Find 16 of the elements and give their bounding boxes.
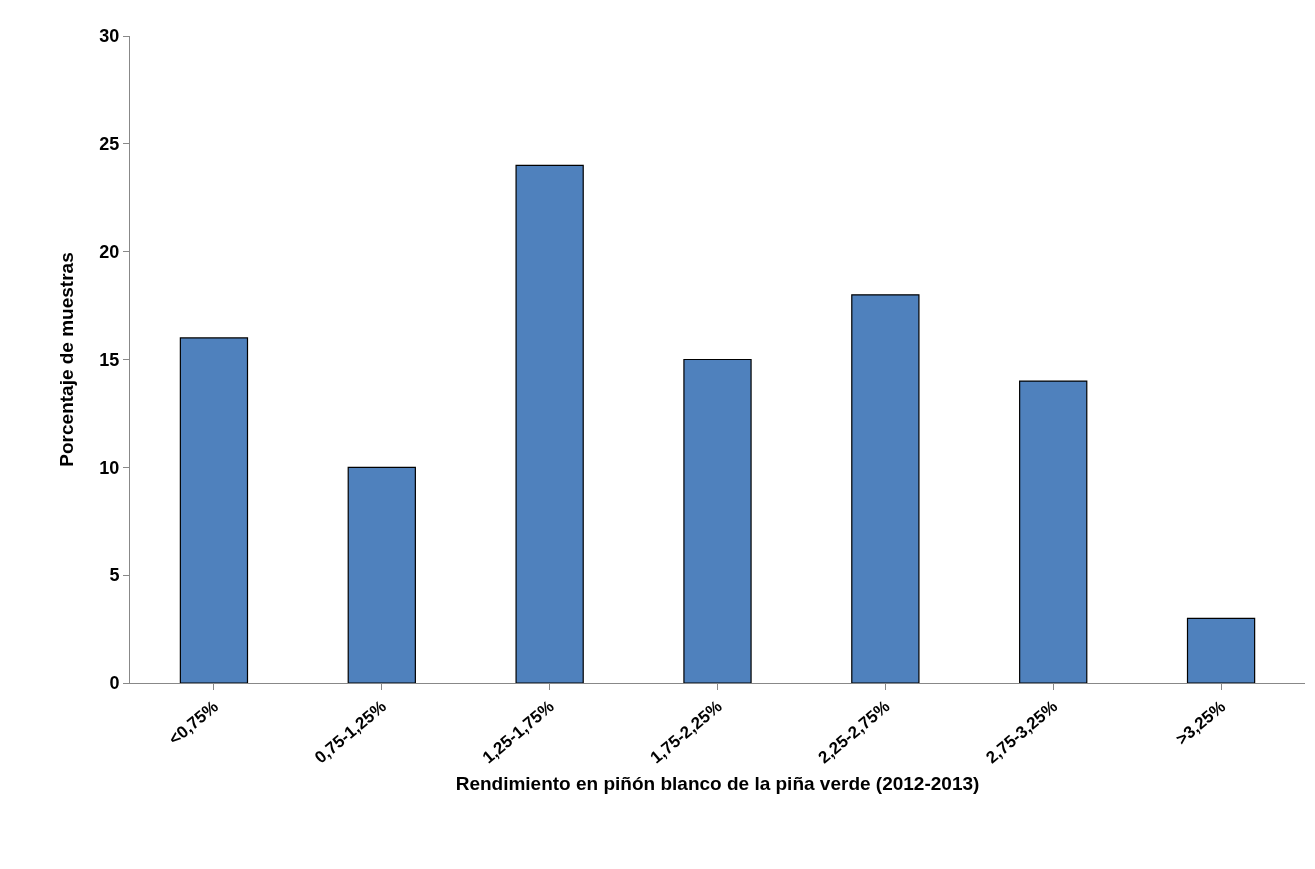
bar: [179, 337, 249, 683]
y-tick-label: 15: [99, 349, 120, 370]
y-tick-label: 10: [99, 457, 120, 478]
x-axis-title: Rendimiento en piñón blanco de la piña verde (2012-2013): [455, 773, 980, 795]
y-tick-label: 20: [99, 241, 120, 262]
y-tick-label: 5: [109, 565, 120, 586]
bar: [683, 358, 752, 683]
bar: [347, 466, 416, 683]
y-axis-title: Porcentaje de muestras: [56, 252, 78, 467]
bar: [515, 164, 584, 683]
y-tick-label: 30: [99, 26, 120, 47]
y-tick-label: 25: [99, 134, 120, 155]
bar: [851, 294, 920, 683]
y-tick-label: 0: [109, 673, 120, 694]
bar: [1186, 617, 1256, 683]
bar: [1019, 380, 1088, 683]
